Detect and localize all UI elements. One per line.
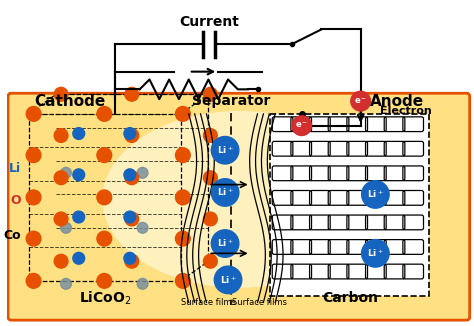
Circle shape (211, 137, 239, 164)
Text: Cathode: Cathode (35, 94, 106, 109)
Circle shape (175, 148, 190, 162)
Circle shape (54, 171, 68, 185)
Text: Li$^+$: Li$^+$ (367, 247, 384, 259)
Text: Li: Li (9, 162, 21, 175)
Circle shape (61, 168, 72, 178)
Circle shape (97, 107, 112, 121)
Circle shape (124, 211, 136, 223)
Text: Surface films: Surface films (232, 298, 287, 307)
Text: O: O (10, 194, 21, 207)
Circle shape (175, 107, 190, 121)
Circle shape (125, 87, 139, 101)
Circle shape (203, 129, 217, 142)
Text: Li$^+$: Li$^+$ (217, 238, 234, 249)
Text: Surface films: Surface films (181, 298, 236, 307)
Circle shape (125, 171, 139, 185)
Circle shape (351, 91, 371, 111)
Text: Li$^+$: Li$^+$ (219, 274, 237, 286)
Text: Separator: Separator (192, 94, 270, 108)
Circle shape (362, 240, 389, 267)
Circle shape (362, 181, 389, 208)
Circle shape (137, 222, 148, 233)
Circle shape (137, 168, 148, 178)
Circle shape (211, 230, 239, 257)
Circle shape (175, 190, 190, 205)
Circle shape (97, 148, 112, 162)
Bar (270, 114, 429, 296)
Circle shape (73, 169, 85, 181)
Text: Li$^+$: Li$^+$ (367, 188, 384, 200)
Circle shape (203, 254, 217, 268)
Text: Electron: Electron (380, 106, 432, 116)
Circle shape (54, 212, 68, 226)
Text: Li$^+$: Li$^+$ (217, 144, 234, 156)
Circle shape (26, 231, 41, 246)
Circle shape (73, 128, 85, 140)
Circle shape (97, 190, 112, 205)
Circle shape (125, 129, 139, 142)
Circle shape (211, 179, 239, 206)
Circle shape (26, 148, 41, 162)
FancyBboxPatch shape (8, 93, 470, 320)
Circle shape (175, 231, 190, 246)
Circle shape (26, 107, 41, 121)
Circle shape (137, 278, 148, 289)
Circle shape (203, 87, 217, 101)
Circle shape (124, 252, 136, 264)
Circle shape (124, 128, 136, 140)
Circle shape (73, 211, 85, 223)
Circle shape (97, 231, 112, 246)
Circle shape (61, 278, 72, 289)
Circle shape (54, 129, 68, 142)
Circle shape (292, 116, 311, 136)
Circle shape (125, 254, 139, 268)
Text: e$^-$: e$^-$ (354, 96, 367, 106)
Text: Co: Co (3, 229, 21, 242)
Circle shape (26, 274, 41, 288)
Ellipse shape (102, 111, 377, 288)
Text: LiCoO$_2$: LiCoO$_2$ (79, 289, 131, 307)
Circle shape (73, 252, 85, 264)
Circle shape (214, 266, 242, 294)
Text: Li$^+$: Li$^+$ (217, 186, 234, 198)
Circle shape (26, 190, 41, 205)
Circle shape (54, 87, 68, 101)
Circle shape (124, 169, 136, 181)
Text: Current: Current (180, 15, 239, 29)
Text: Anode: Anode (370, 94, 425, 109)
Circle shape (61, 222, 72, 233)
Circle shape (203, 212, 217, 226)
Circle shape (125, 212, 139, 226)
Circle shape (54, 254, 68, 268)
Text: Carbon: Carbon (322, 291, 378, 305)
Text: e$^-$: e$^-$ (295, 121, 308, 130)
Circle shape (203, 171, 217, 185)
Circle shape (97, 274, 112, 288)
Circle shape (175, 274, 190, 288)
